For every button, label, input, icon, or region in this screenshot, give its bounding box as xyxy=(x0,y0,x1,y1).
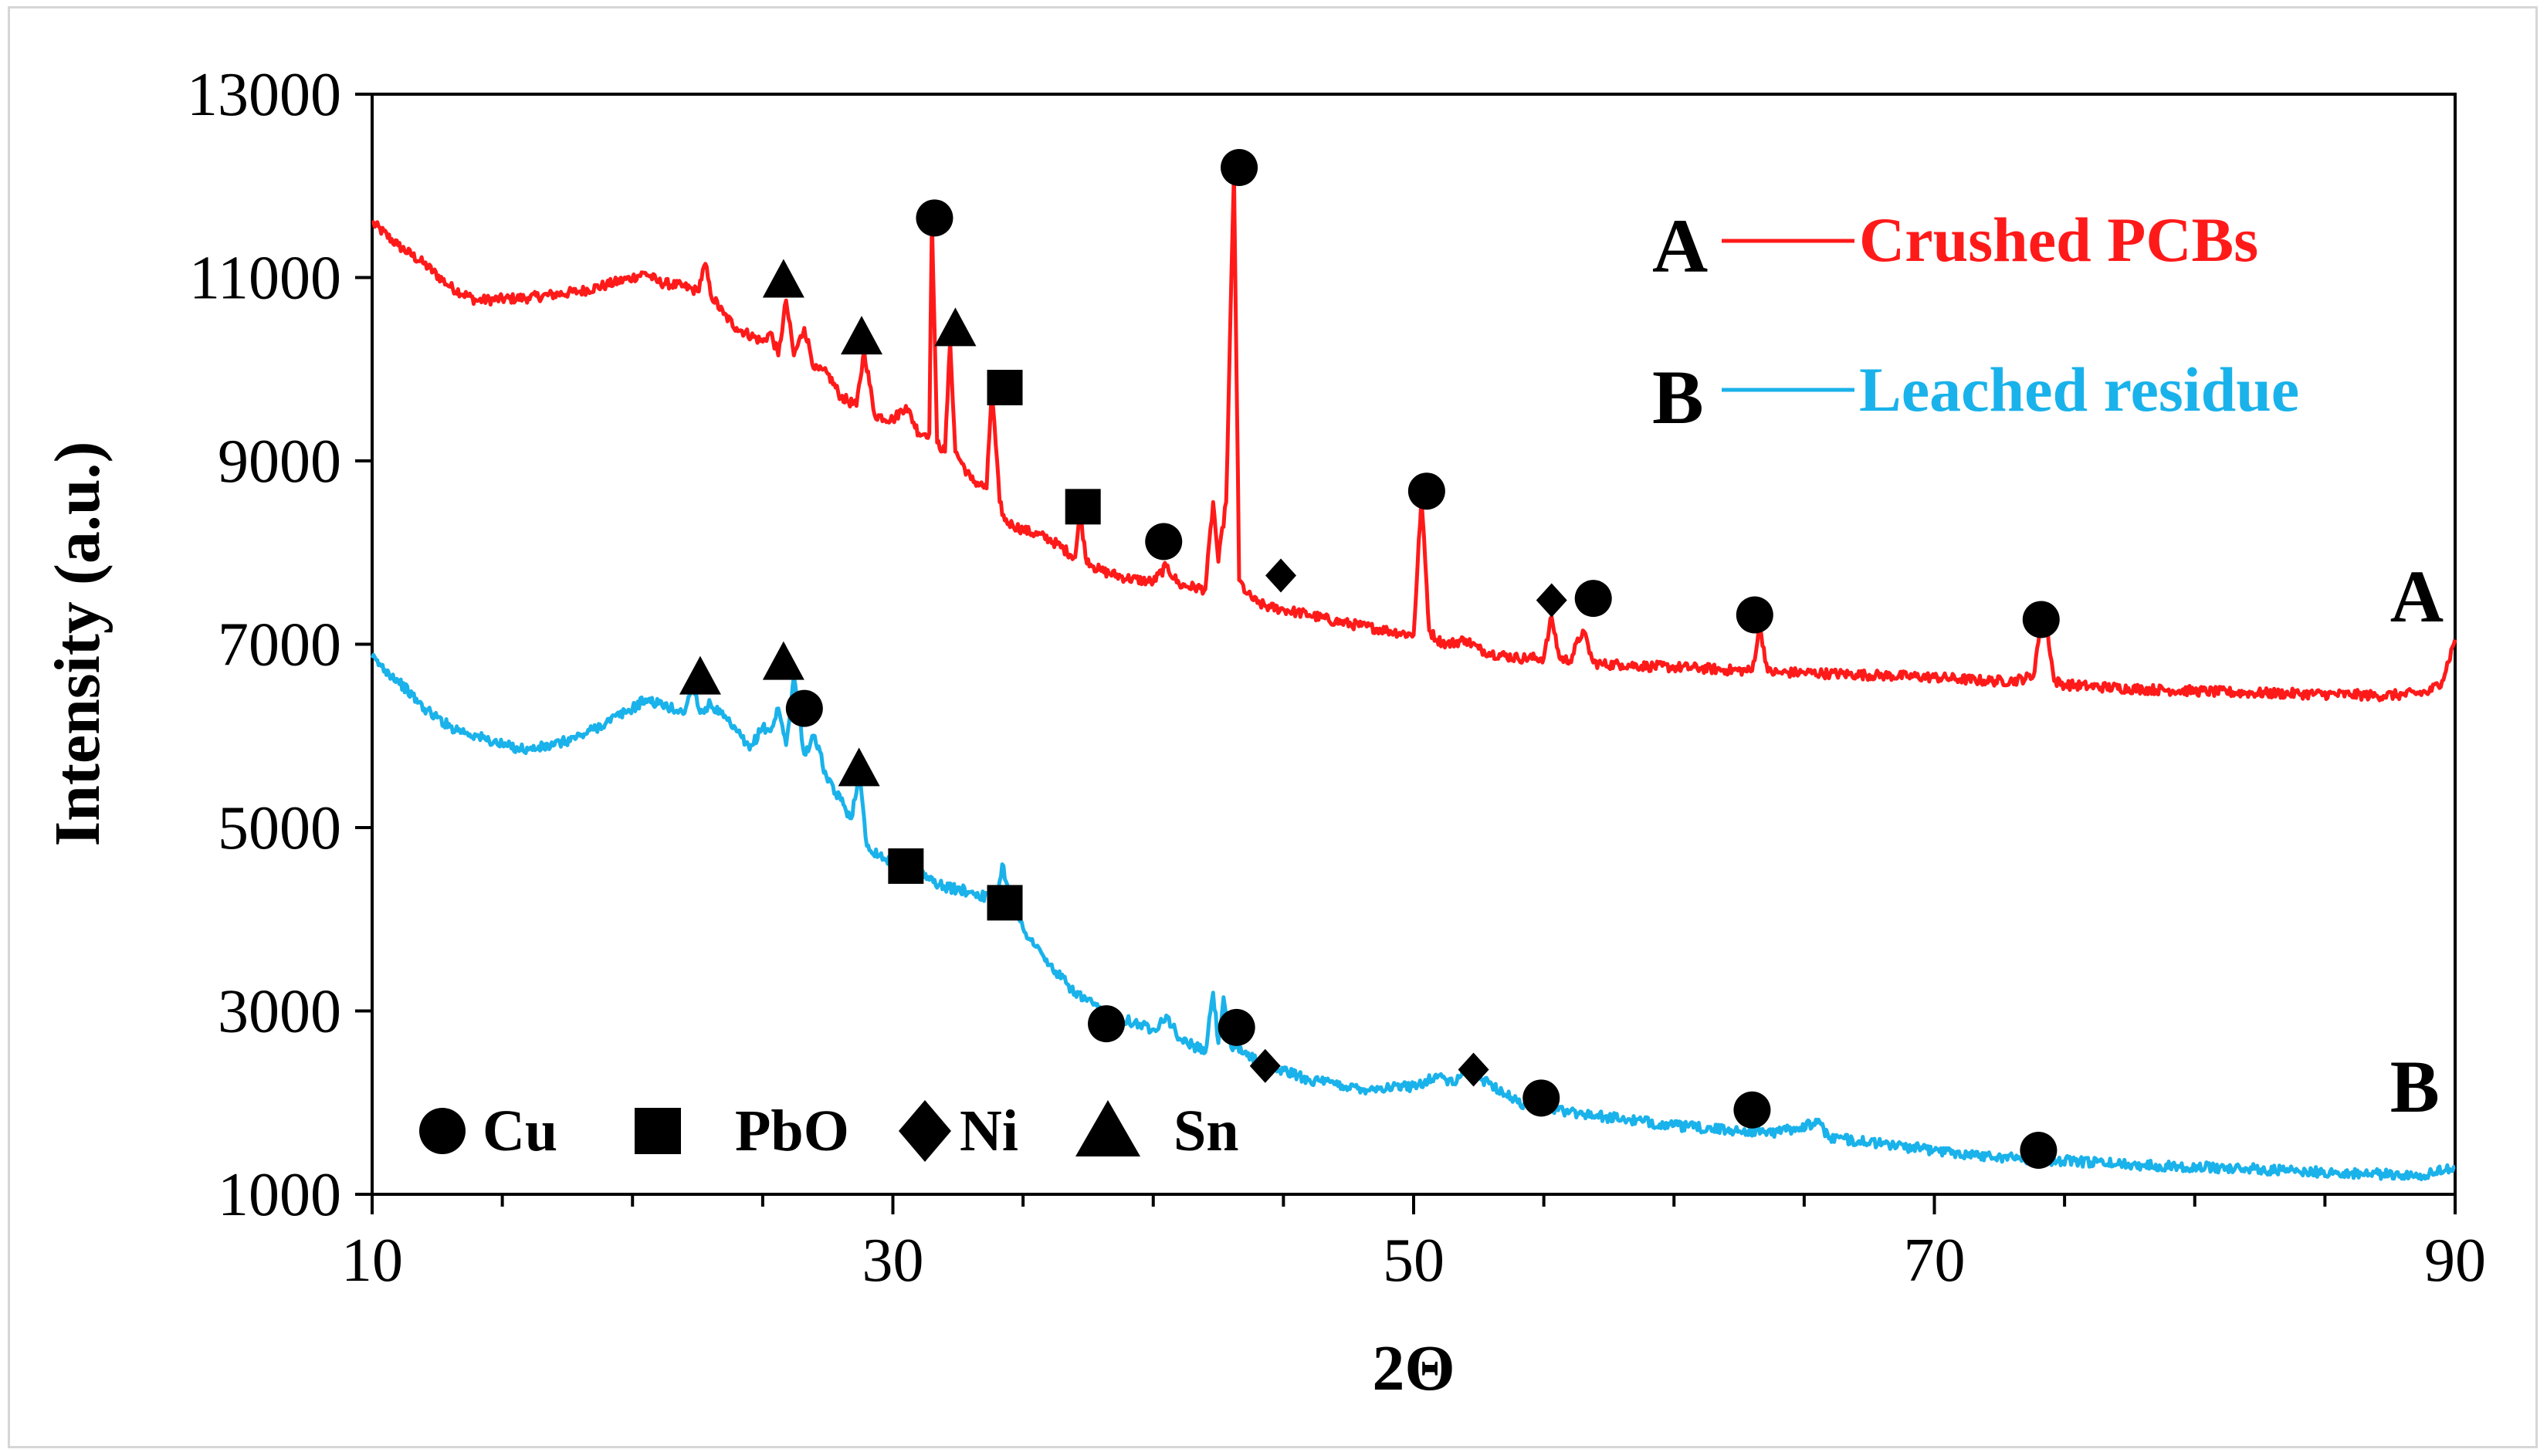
series-line-b xyxy=(370,652,2456,1182)
marker-cu-b-38.2 xyxy=(1088,1005,1126,1043)
legend-label-leached-residue: Leached residue xyxy=(1859,354,2299,425)
marker-ni-a-55.3 xyxy=(1536,583,1567,618)
series-layer xyxy=(370,170,2457,1182)
legend-letter-a: A xyxy=(1652,203,1708,289)
marker-cu-a-43.3 xyxy=(1221,149,1258,186)
legend: A Crushed PCBs B Leached residue xyxy=(1652,203,2299,440)
x-tick-label-30: 30 xyxy=(862,1227,924,1295)
marker-sn-a-32.4 xyxy=(934,307,977,347)
ni-key-label: Ni xyxy=(960,1099,1018,1163)
pbo-key-square-icon xyxy=(635,1108,681,1154)
marker-cu-a-63.1 xyxy=(1736,596,1773,634)
legend-letter-b: B xyxy=(1652,354,1704,440)
marker-sn-a-28.8 xyxy=(841,316,883,355)
marker-pbo-b-30.5 xyxy=(888,848,924,884)
marker-ni-a-44.9 xyxy=(1265,558,1297,593)
marker-sn-b-22.6 xyxy=(679,655,721,695)
marker-ni-b-52.3 xyxy=(1458,1052,1489,1087)
y-tick-label-9000: 9000 xyxy=(218,428,341,496)
marker-cu-b-26.6 xyxy=(785,689,823,727)
y-tick-label-1000: 1000 xyxy=(218,1161,341,1229)
phase-symbol-key: Cu PbO Ni Sn xyxy=(419,1099,1239,1163)
curve-label-b: B xyxy=(2390,1045,2440,1128)
ni-key-diamond-icon xyxy=(899,1100,951,1162)
marker-cu-b-43.2 xyxy=(1218,1008,1255,1046)
marker-pbo-a-37.3 xyxy=(1065,489,1101,525)
series-line-a xyxy=(371,170,2457,703)
x-tick-label-90: 90 xyxy=(2424,1227,2486,1295)
marker-sn-b-28.7 xyxy=(838,747,880,787)
figure-frame xyxy=(8,6,2538,1448)
x-tick-label-10: 10 xyxy=(341,1227,403,1295)
x-tick-label-70: 70 xyxy=(1904,1227,1966,1295)
marker-pbo-b-34.3 xyxy=(987,885,1023,921)
marker-cu-b-74 xyxy=(2020,1132,2058,1169)
x-tick-label-50: 50 xyxy=(1383,1227,1445,1295)
legend-label-crushed-pcbs: Crushed PCBs xyxy=(1859,205,2258,275)
marker-ni-b-44.3 xyxy=(1249,1048,1281,1083)
axis-tick-labels: 1000 3000 5000 7000 9000 11000 13000 10 30 50 70 90 xyxy=(187,61,2486,1295)
marker-sn-a-25.8 xyxy=(762,259,804,298)
sn-key-triangle-icon xyxy=(1075,1100,1140,1156)
cu-key-circle-icon xyxy=(419,1108,466,1154)
marker-cu-b-54.9 xyxy=(1522,1079,1560,1117)
cu-key-label: Cu xyxy=(483,1099,557,1163)
marker-cu-a-74.1 xyxy=(2022,601,2060,638)
marker-sn-b-25.8 xyxy=(762,641,804,680)
sn-key-label: Sn xyxy=(1174,1099,1239,1163)
marker-pbo-a-34.3 xyxy=(987,370,1023,405)
x-axis-title: 2Θ xyxy=(1372,1332,1455,1404)
y-tick-label-11000: 11000 xyxy=(189,245,341,313)
y-axis-title: Intensity (a.u.) xyxy=(42,441,113,846)
y-tick-label-3000: 3000 xyxy=(218,978,341,1046)
marker-cu-b-63 xyxy=(1733,1091,1771,1129)
marker-cu-a-56.9 xyxy=(1574,580,1612,618)
marker-cu-a-40.4 xyxy=(1145,523,1183,560)
y-tick-label-13000: 13000 xyxy=(187,61,341,129)
curve-label-a: A xyxy=(2390,555,2444,638)
marker-cu-a-50.5 xyxy=(1407,472,1445,510)
curve-labels: AB xyxy=(2390,555,2444,1128)
axis-ticks xyxy=(355,93,2457,1214)
phase-marker-layer xyxy=(679,149,2060,1169)
pbo-key-label: PbO xyxy=(735,1099,849,1163)
y-tick-label-5000: 5000 xyxy=(218,794,341,862)
marker-cu-a-31.6 xyxy=(916,199,953,237)
y-tick-label-7000: 7000 xyxy=(218,611,341,679)
